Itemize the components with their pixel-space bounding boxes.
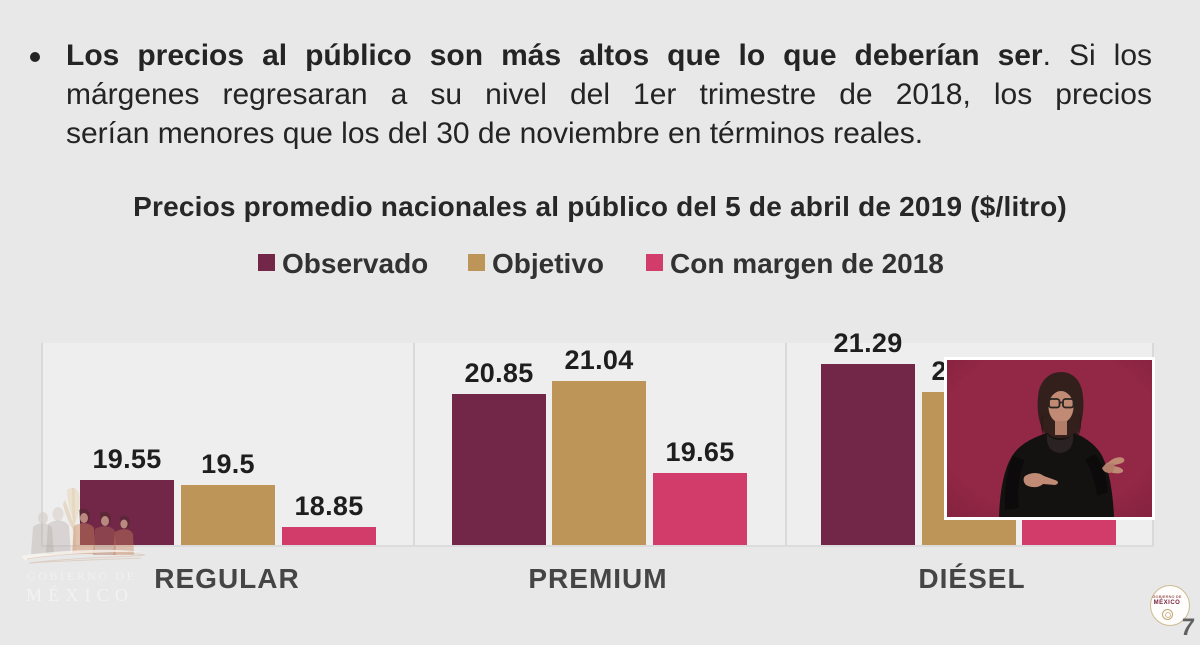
svg-text:GOBIERNO DE: GOBIERNO DE [27,569,137,583]
svg-text:MÉXICO: MÉXICO [26,584,134,605]
